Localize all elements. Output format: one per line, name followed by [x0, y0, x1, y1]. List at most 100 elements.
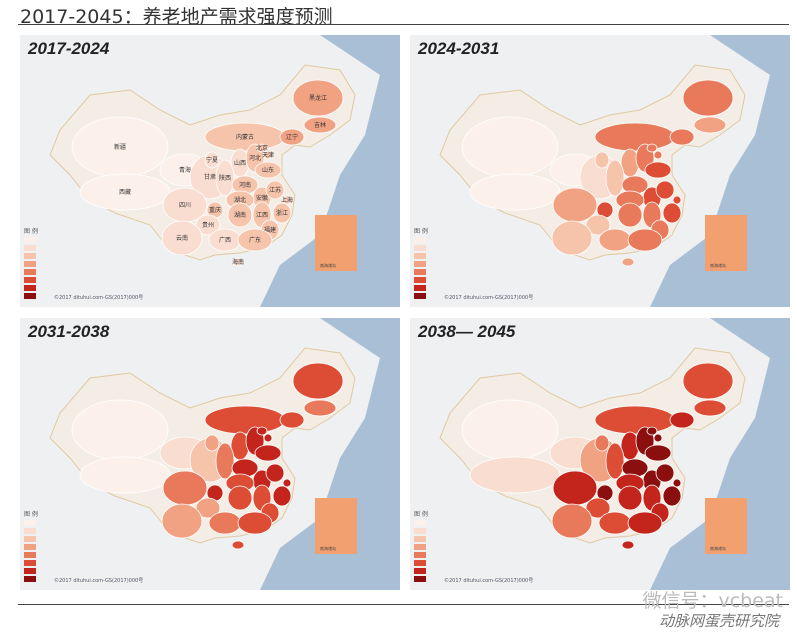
- legend: 图 例: [24, 226, 38, 301]
- panel-title: 2038— 2045: [418, 322, 516, 341]
- province-region: [279, 411, 305, 429]
- province-region: [204, 434, 220, 452]
- province-region: [231, 540, 245, 550]
- sea: [650, 318, 790, 590]
- province-label: 甘肃: [204, 173, 216, 181]
- legend-swatch: [414, 536, 426, 542]
- province-region: [461, 116, 559, 178]
- province-region: [195, 497, 221, 519]
- province-region: [669, 411, 695, 429]
- legend-swatch: [414, 528, 426, 534]
- legend-swatch: [24, 576, 36, 582]
- province-label: 安徽: [256, 194, 268, 202]
- south-sea-label: 南海诸岛: [320, 545, 336, 551]
- province-region: [627, 228, 663, 252]
- province-region: [227, 485, 253, 511]
- province-label: 河北: [249, 154, 261, 162]
- province-label: 湖南: [234, 211, 246, 219]
- map-copyright: ©2017 dituhui.com-GS(2017)000号: [54, 578, 144, 584]
- watermark-org: 动脉网蛋壳研究院: [658, 612, 779, 630]
- province-region: [655, 180, 675, 200]
- sea: [260, 35, 400, 307]
- map-copyright: ©2017 dituhui.com-GS(2017)000号: [444, 295, 534, 301]
- panel-title: 2031-2038: [28, 322, 110, 341]
- province-region: [292, 79, 344, 117]
- legend-swatch: [414, 520, 426, 526]
- panel-title: 2024-2031: [418, 39, 500, 58]
- province-region: [669, 128, 695, 146]
- legend-swatch: [414, 277, 426, 283]
- province-label: 内蒙古: [236, 133, 254, 141]
- watermark-wechat: 微信号：vcbeat: [642, 590, 783, 612]
- province-label: 上海: [281, 196, 293, 204]
- province-label: 新疆: [114, 143, 126, 151]
- province-region: [662, 202, 682, 224]
- province-region: [204, 151, 220, 169]
- legend-title: 图 例: [24, 228, 38, 235]
- province-region: [161, 503, 203, 539]
- map-panel: 南海诸岛 2038— 2045 图 例 ©2017 dituhui.com-GS(20…: [410, 318, 790, 590]
- legend-swatch: [414, 285, 426, 291]
- province-region: [469, 456, 561, 494]
- province-region: [551, 503, 593, 539]
- province-region: [594, 151, 610, 169]
- province-region: [617, 485, 643, 511]
- province-region: [237, 228, 273, 252]
- province-region: [682, 362, 734, 400]
- province-region: [215, 442, 235, 480]
- sea: [260, 318, 400, 590]
- province-label: 广东: [249, 236, 261, 244]
- province-label: 云南: [176, 234, 188, 242]
- province-region: [279, 128, 305, 146]
- province-label: 辽宁: [286, 133, 298, 141]
- province-region: [272, 202, 292, 224]
- province-region: [672, 478, 682, 488]
- province-region: [303, 399, 337, 417]
- province-label: 河南: [239, 181, 251, 189]
- province-region: [585, 214, 611, 236]
- legend: 图 例: [414, 509, 428, 584]
- map-panel: 新疆 西藏 青海 甘肃 宁夏 内蒙古 山西 陕西 河北 北京 天津 山东 辽宁 吉林 黑龙江 河南 安徽 江苏 上海…: [20, 35, 400, 307]
- legend-swatch: [24, 544, 36, 550]
- legend-swatch: [414, 576, 426, 582]
- legend-swatch: [24, 253, 36, 259]
- legend-swatch: [24, 277, 36, 283]
- province-region: [256, 143, 268, 153]
- legend-swatch: [414, 261, 426, 267]
- province-region: [263, 150, 273, 160]
- province-label: 山西: [234, 159, 246, 167]
- province-label: 福建: [264, 226, 276, 234]
- legend-title: 图 例: [24, 511, 38, 518]
- legend-swatch: [24, 520, 36, 526]
- province-label: 海南: [232, 258, 244, 266]
- legend-swatch: [414, 237, 426, 243]
- legend-swatch: [414, 269, 426, 275]
- province-region: [227, 202, 253, 228]
- province-region: [653, 433, 663, 443]
- legend-swatch: [24, 536, 36, 542]
- province-region: [594, 122, 676, 152]
- province-label: 山东: [262, 166, 274, 174]
- province-label: 青海: [179, 166, 191, 174]
- province-region: [282, 478, 292, 488]
- province-label: 吉林: [314, 121, 326, 129]
- province-label: 湖北: [234, 196, 246, 204]
- province-region: [672, 195, 682, 205]
- province-region: [655, 463, 675, 483]
- legend-swatch: [414, 552, 426, 558]
- province-region: [644, 444, 672, 462]
- province-region: [646, 426, 658, 436]
- province-region: [71, 399, 169, 461]
- south-sea-inset: [315, 215, 357, 271]
- province-region: [469, 173, 561, 211]
- province-region: [621, 257, 635, 267]
- south-sea-inset: [705, 215, 747, 271]
- legend-swatch: [24, 568, 36, 574]
- south-sea-inset: [705, 498, 747, 554]
- map-copyright: ©2017 dituhui.com-GS(2017)000号: [444, 578, 534, 584]
- map-panel: 南海诸岛 2024-2031 图 例 ©2017 dituhui.com-GS(201…: [410, 35, 790, 307]
- province-region: [263, 433, 273, 443]
- south-sea-label: 南海诸岛: [320, 262, 336, 268]
- province-region: [272, 485, 292, 507]
- province-region: [644, 161, 672, 179]
